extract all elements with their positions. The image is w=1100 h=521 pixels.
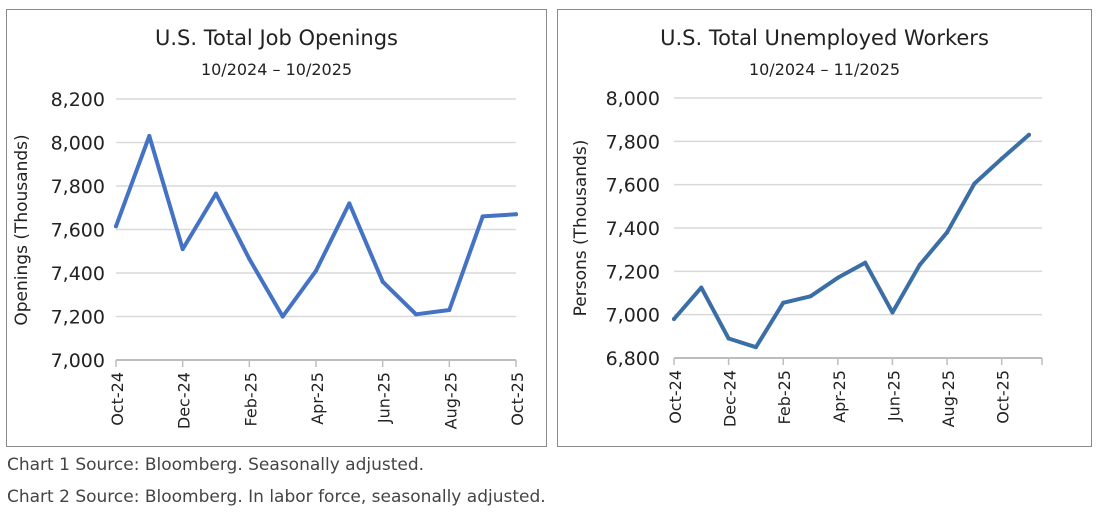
- x-tick-label: Feb-25: [241, 372, 260, 426]
- data-point: [890, 310, 895, 315]
- data-point: [999, 156, 1004, 161]
- x-tick-label: Aug-25: [939, 370, 958, 427]
- y-axis-label: Openings (Thousands): [12, 134, 32, 325]
- y-tick-label: 8,200: [51, 89, 105, 111]
- x-tick-label: Oct-25: [508, 372, 527, 426]
- x-tick-label: Jun-25: [884, 370, 903, 422]
- y-tick-label: 7,600: [51, 220, 105, 242]
- data-point: [480, 214, 485, 219]
- data-point: [380, 279, 385, 284]
- x-tick-label: Dec-24: [175, 372, 194, 429]
- unemployed-workers-chart: U.S. Total Unemployed Workers 10/2024 – …: [557, 9, 1092, 447]
- x-tick-label: Oct-25: [994, 370, 1013, 424]
- x-tick-label: Feb-25: [775, 370, 794, 424]
- y-tick-label: 6,800: [606, 348, 660, 370]
- data-point: [972, 181, 977, 186]
- series-line: [114, 134, 518, 319]
- chart-plot-area: 6,800 7,000 7,200 7,400 7,600 7,800 8,000 Oct-2…: [571, 88, 1043, 427]
- data-point: [514, 212, 518, 217]
- x-tick-label: Jun-25: [375, 372, 394, 424]
- data-point: [180, 247, 185, 252]
- y-tick-label: 8,000: [51, 133, 105, 155]
- data-point: [214, 191, 218, 196]
- source-note-1: Chart 1 Source: Bloomberg. Seasonally ad…: [7, 455, 425, 475]
- y-tick-label: 7,200: [51, 307, 105, 329]
- x-tick-label: Dec-24: [721, 370, 740, 427]
- data-point: [917, 262, 922, 267]
- x-tick-label: Oct-24: [666, 370, 685, 424]
- y-tick-label: 7,000: [51, 350, 105, 372]
- data-point: [863, 260, 868, 265]
- y-tick-label: 7,000: [606, 305, 660, 327]
- chart-subtitle: 10/2024 – 10/2025: [200, 60, 353, 79]
- data-point: [447, 307, 452, 312]
- data-point: [414, 312, 418, 317]
- data-point: [672, 317, 676, 321]
- chart-title: U.S. Total Job Openings: [155, 26, 398, 50]
- source-note-2: Chart 2 Source: Bloomberg. In labor forc…: [7, 487, 546, 507]
- y-tick-label: 7,400: [606, 218, 660, 240]
- y-tick-label: 7,200: [606, 261, 660, 283]
- y-tick-label: 7,600: [606, 175, 660, 197]
- x-tick-label: Apr-25: [830, 370, 849, 423]
- data-point: [347, 201, 352, 206]
- data-point: [1027, 132, 1031, 137]
- data-point: [247, 256, 252, 261]
- x-tick-label: Oct-24: [108, 372, 127, 426]
- data-point: [945, 230, 950, 235]
- data-point: [808, 294, 813, 299]
- job-openings-chart: U.S. Total Job Openings 10/2024 – 10/202…: [6, 9, 547, 447]
- chart-title: U.S. Total Unemployed Workers: [660, 26, 989, 50]
- y-tick-label: 7,800: [606, 131, 660, 153]
- chart-plot-area: 7,000 7,200 7,400 7,600 7,800 8,000 8,200 Oct-2…: [12, 89, 527, 429]
- data-point: [699, 285, 704, 290]
- data-point: [726, 336, 731, 341]
- data-point: [114, 224, 118, 229]
- y-tick-label: 7,400: [51, 263, 105, 285]
- series-line: [672, 132, 1031, 350]
- data-point: [314, 268, 318, 273]
- y-axis-label: Persons (Thousands): [571, 140, 591, 317]
- x-tick-label: Aug-25: [441, 372, 460, 429]
- data-point: [835, 275, 840, 280]
- chart-subtitle: 10/2024 – 11/2025: [748, 60, 901, 79]
- data-point: [280, 314, 285, 319]
- x-tick-label: Apr-25: [308, 372, 327, 425]
- data-point: [781, 300, 786, 305]
- data-point: [753, 345, 758, 350]
- y-tick-label: 8,000: [606, 88, 660, 110]
- y-tick-label: 7,800: [51, 176, 105, 198]
- data-point: [147, 133, 152, 138]
